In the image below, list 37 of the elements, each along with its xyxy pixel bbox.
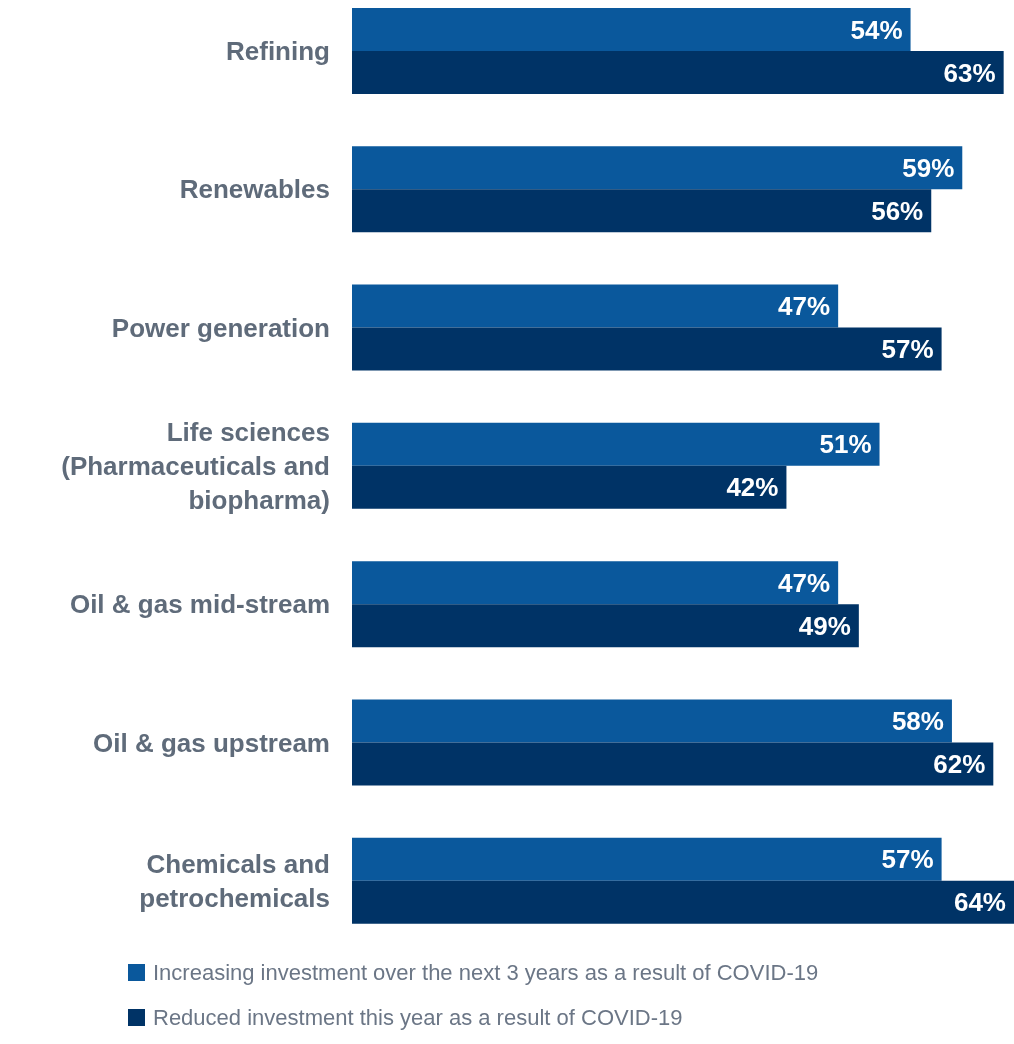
bar	[352, 742, 994, 786]
data-label: 49%	[798, 610, 851, 641]
y-tick-label: Oil & gas mid-stream	[69, 589, 330, 620]
bar	[352, 837, 942, 881]
y-tick-label: Renewables	[179, 174, 330, 205]
data-label: 58%	[891, 705, 944, 736]
y-tick-label: Chemicals and petrochemicals	[139, 848, 330, 913]
bar	[352, 699, 952, 743]
legend-label: Reduced investment this year as a result of COVID-19	[153, 1004, 683, 1031]
y-tick-label: Refining	[226, 36, 330, 67]
bar	[352, 327, 942, 371]
legend-label: Increasing investment over the next 3 years as a result of COVID-19	[153, 959, 819, 986]
data-label: 42%	[726, 472, 779, 503]
bar	[352, 146, 963, 190]
data-label: 64%	[953, 887, 1006, 918]
data-label: 57%	[881, 334, 934, 365]
data-label: 62%	[933, 748, 986, 779]
bar	[352, 422, 880, 466]
bar	[352, 561, 839, 605]
y-tick-label: Life sciences (Pharmaceuticals and biopharma)	[61, 417, 330, 515]
y-tick-label: Power generation	[111, 312, 330, 343]
data-label: 59%	[902, 152, 955, 183]
bar	[352, 8, 911, 51]
bar	[352, 189, 932, 233]
data-label: 47%	[778, 291, 831, 322]
bar	[352, 51, 1004, 94]
data-label: 57%	[881, 844, 934, 875]
data-label: 51%	[819, 429, 872, 460]
y-tick-label: Oil & gas upstream	[93, 727, 330, 758]
bar	[352, 284, 839, 328]
data-label: 54%	[850, 14, 903, 45]
bar	[352, 604, 859, 648]
data-label: 47%	[778, 567, 831, 598]
bar	[352, 465, 787, 509]
data-label: 63%	[943, 57, 996, 88]
bar	[352, 880, 1014, 924]
data-label: 56%	[871, 195, 924, 226]
